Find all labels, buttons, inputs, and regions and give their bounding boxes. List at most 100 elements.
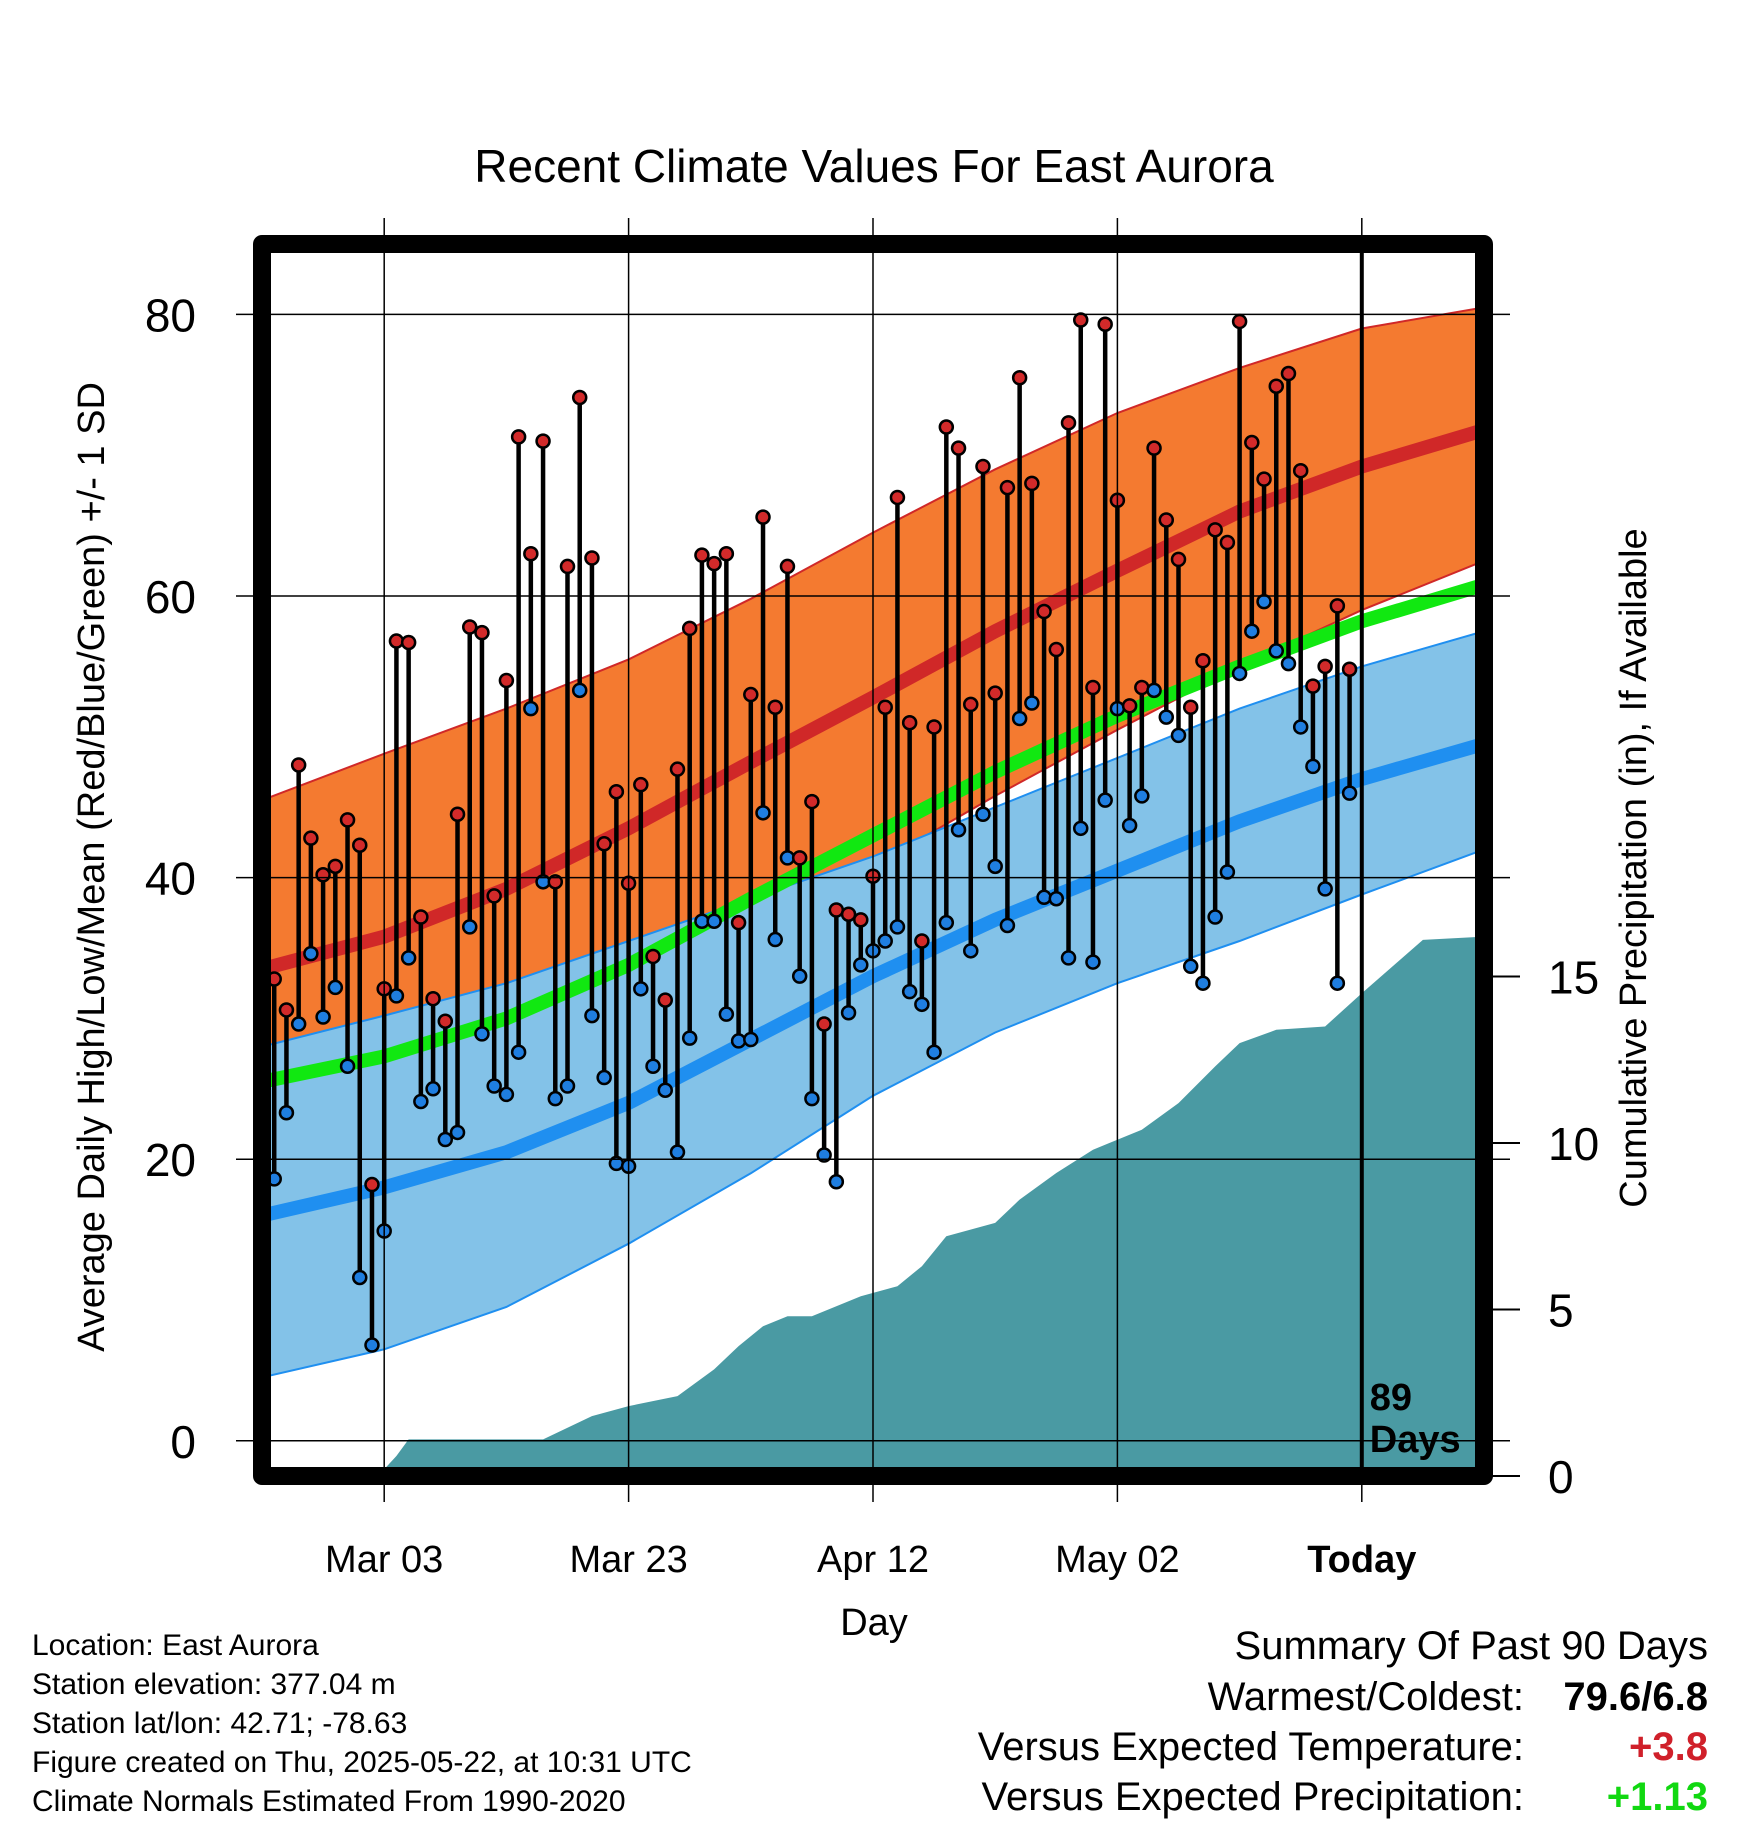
daily-low-point xyxy=(669,1144,686,1160)
daily-high-point xyxy=(535,433,551,449)
daily-high-point xyxy=(559,558,576,575)
daily-high-point xyxy=(1244,434,1260,451)
daily-low-point xyxy=(559,1078,576,1094)
daily-low-point xyxy=(645,1058,661,1075)
daily-low-point xyxy=(1060,950,1077,966)
daily-low-point xyxy=(596,1069,612,1086)
daily-high-point xyxy=(449,806,466,822)
daily-low-point xyxy=(1207,909,1223,925)
daily-high-point xyxy=(804,793,820,810)
daily-high-point xyxy=(1280,365,1297,382)
daily-high-point xyxy=(1355,0,1368,7)
daily-low-point xyxy=(1429,0,1442,7)
daily-high-point xyxy=(474,624,490,641)
daily-low-point xyxy=(1036,889,1052,906)
today-days-label: Days xyxy=(1370,1419,1461,1461)
daily-low-point xyxy=(1097,792,1113,808)
daily-high-point xyxy=(718,546,735,562)
y-tick-label: 80 xyxy=(145,289,196,341)
daily-low-point xyxy=(303,945,319,962)
daily-low-point xyxy=(510,1044,527,1060)
daily-high-point xyxy=(889,489,906,506)
daily-high-point xyxy=(1182,699,1199,715)
daily-high-point xyxy=(1207,522,1223,538)
station-info: Location: East Aurora Station elevation:… xyxy=(32,1626,692,1821)
daily-high-point xyxy=(1158,512,1175,528)
daily-low-point xyxy=(1134,788,1150,804)
daily-high-point xyxy=(657,992,674,1008)
created-text: Figure created on Thu, 2025-05-22, at 10… xyxy=(32,1746,692,1779)
daily-high-point xyxy=(706,555,722,572)
normals-text: Climate Normals Estimated From 1990-2020 xyxy=(32,1785,626,1818)
y-tick-label: 20 xyxy=(145,1134,196,1186)
x-tick-label: Apr 12 xyxy=(817,1539,929,1581)
daily-low-point xyxy=(877,933,893,949)
daily-low-point xyxy=(523,700,539,717)
daily-low-point xyxy=(461,919,478,935)
daily-low-point xyxy=(1292,719,1309,735)
daily-low-point xyxy=(1392,0,1405,7)
daily-high-point xyxy=(1048,641,1065,658)
daily-high-point xyxy=(498,672,515,689)
daily-high-point xyxy=(1011,370,1028,386)
daily-low-point xyxy=(1085,954,1101,970)
y-tick-label: 0 xyxy=(170,1416,196,1468)
daily-low-point xyxy=(1146,682,1162,699)
daily-low-point xyxy=(718,1006,735,1022)
daily-high-point xyxy=(1024,475,1040,492)
y-axis-label: Average Daily High/Low/Mean (Red/Blue/Gr… xyxy=(71,382,113,1352)
daily-high-point xyxy=(816,1016,832,1032)
daily-low-point xyxy=(926,1044,942,1060)
daily-high-point xyxy=(645,948,661,965)
daily-high-point xyxy=(388,633,405,649)
daily-low-point xyxy=(914,996,930,1013)
daily-high-point xyxy=(1085,679,1101,696)
daily-high-point xyxy=(1219,534,1236,551)
daily-low-point xyxy=(413,1093,429,1110)
daily-high-point xyxy=(327,858,344,875)
daily-low-point xyxy=(975,806,991,822)
daily-low-point xyxy=(1256,593,1272,610)
daily-low-point xyxy=(633,981,649,997)
temp-departure-row: Versus Expected Temperature: +3.8 xyxy=(978,1722,1708,1772)
daily-high-point xyxy=(1231,313,1248,330)
daily-high-point xyxy=(290,757,307,773)
daily-low-point xyxy=(1244,623,1260,639)
plot-area xyxy=(262,0,1484,1476)
daily-low-point xyxy=(571,682,588,699)
daily-high-point xyxy=(963,696,979,713)
daily-high-point xyxy=(510,429,527,445)
warmest-coldest-value: 79.6/6.8 xyxy=(1563,1675,1708,1719)
precip-departure-row: Versus Expected Precipitation: +1.13 xyxy=(978,1772,1708,1822)
daily-high-point xyxy=(1097,316,1113,333)
daily-high-point xyxy=(1380,0,1393,7)
daily-high-point xyxy=(1060,415,1077,431)
daily-high-point xyxy=(1268,378,1285,394)
daily-high-point xyxy=(1121,698,1138,714)
daily-low-point xyxy=(449,1124,466,1141)
daily-low-point xyxy=(315,1009,331,1025)
daily-low-point xyxy=(278,1104,295,1121)
daily-low-point xyxy=(388,988,405,1004)
daily-low-point xyxy=(804,1090,820,1107)
daily-high-point xyxy=(755,509,771,525)
daily-low-point xyxy=(400,950,417,966)
y2-tick-label: 0 xyxy=(1548,1451,1574,1503)
x-axis-label: Day xyxy=(840,1602,908,1644)
daily-high-point xyxy=(400,634,417,651)
daily-low-point xyxy=(474,1026,490,1042)
daily-high-point xyxy=(743,686,759,703)
daily-high-point xyxy=(315,867,331,883)
y-tick-label: 40 xyxy=(145,853,196,905)
daily-high-point xyxy=(999,479,1016,496)
daily-high-point xyxy=(1170,551,1187,568)
daily-low-point xyxy=(938,914,955,931)
daily-high-point xyxy=(791,850,808,866)
daily-low-point xyxy=(657,1082,674,1098)
daily-low-point xyxy=(498,1086,515,1103)
daily-high-point xyxy=(413,909,429,925)
daily-low-point xyxy=(1404,0,1417,7)
daily-high-point xyxy=(987,685,1003,701)
x-tick-label: May 02 xyxy=(1055,1539,1180,1581)
